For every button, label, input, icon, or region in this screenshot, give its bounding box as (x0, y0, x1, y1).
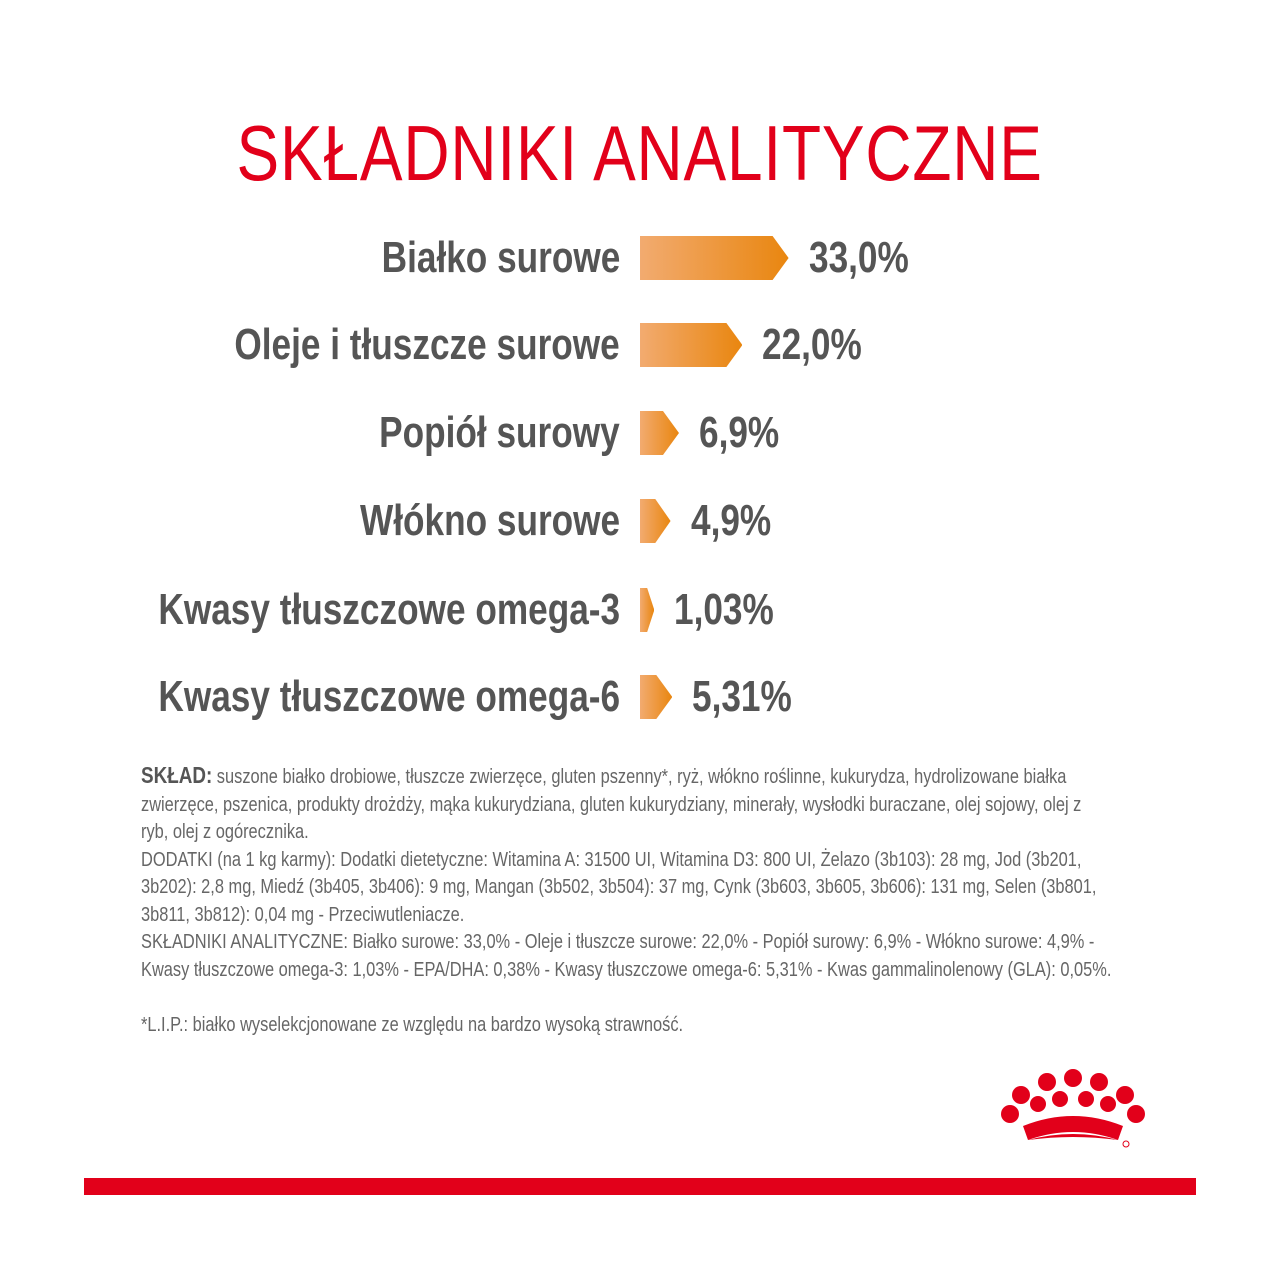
category-label: Kwasy tłuszczowe omega-6 (158, 672, 620, 721)
category-label: Włókno surowe (359, 496, 620, 545)
sklad-label: SKŁAD: (141, 762, 213, 788)
composition-line-0: SKŁAD: suszone białko drobiowe, tłuszcze… (141, 762, 1067, 788)
bar (640, 236, 789, 280)
bar (640, 675, 673, 719)
value-label: 6,9% (698, 408, 780, 457)
value-label: 33,0% (808, 233, 909, 282)
bar (640, 323, 743, 367)
composition-text: SKŁAD: suszone białko drobiowe, tłuszcze… (141, 762, 1141, 984)
bar (640, 588, 655, 632)
bar-row: Białko surowe 33,0% (0, 233, 1280, 283)
footnote: *L.I.P.: białko wyselekcjonowane ze wzgl… (141, 1014, 684, 1036)
analytical-line-0: SKŁADNIKI ANALITYCZNE: Białko surowe: 33… (141, 931, 1095, 953)
value-label: 5,31% (692, 672, 793, 721)
composition-line-2: ryb, olej z ogórecznika. (141, 821, 309, 843)
additives-line-0: DODATKI (na 1 kg karmy): Dodatki dietety… (141, 848, 1082, 871)
value-label: 22,0% (762, 320, 863, 369)
category-label: Popiół surowy (379, 408, 620, 457)
category-label: Kwasy tłuszczowe omega-3 (158, 585, 620, 634)
bar-row: Popiół surowy 6,9% (0, 408, 1280, 458)
bar-row: Oleje i tłuszcze surowe 22,0% (0, 320, 1280, 370)
value-label: 1,03% (674, 585, 775, 634)
bar-row: Kwasy tłuszczowe omega-3 1,03% (0, 585, 1280, 635)
additives-line-2: 3b811, 3b812): 0,04 mg - Przeciwutleniac… (141, 903, 465, 926)
footer-red-line (84, 1178, 1196, 1195)
category-label: Białko surowe (381, 233, 620, 282)
chart-title: SKŁADNIKI ANALITYCZNE (236, 109, 1044, 197)
bar-row: Włókno surowe 4,9% (0, 496, 1280, 546)
bar (640, 499, 671, 543)
additives-line-1: 3b202): 2,8 mg, Miedź (3b405, 3b406): 9 … (141, 876, 1097, 898)
bar-row: Kwasy tłuszczowe omega-6 5,31% (0, 672, 1280, 722)
analytical-line-1: Kwasy tłuszczowe omega-3: 1,03% - EPA/DH… (141, 958, 1112, 981)
bar (640, 411, 679, 455)
category-label: Oleje i tłuszcze surowe (234, 320, 620, 369)
composition-line-1: zwierzęce, pszenica, produkty drożdży, m… (141, 793, 1082, 816)
royal-canin-crown-logo (1001, 1069, 1145, 1148)
value-label: 4,9% (690, 496, 771, 545)
